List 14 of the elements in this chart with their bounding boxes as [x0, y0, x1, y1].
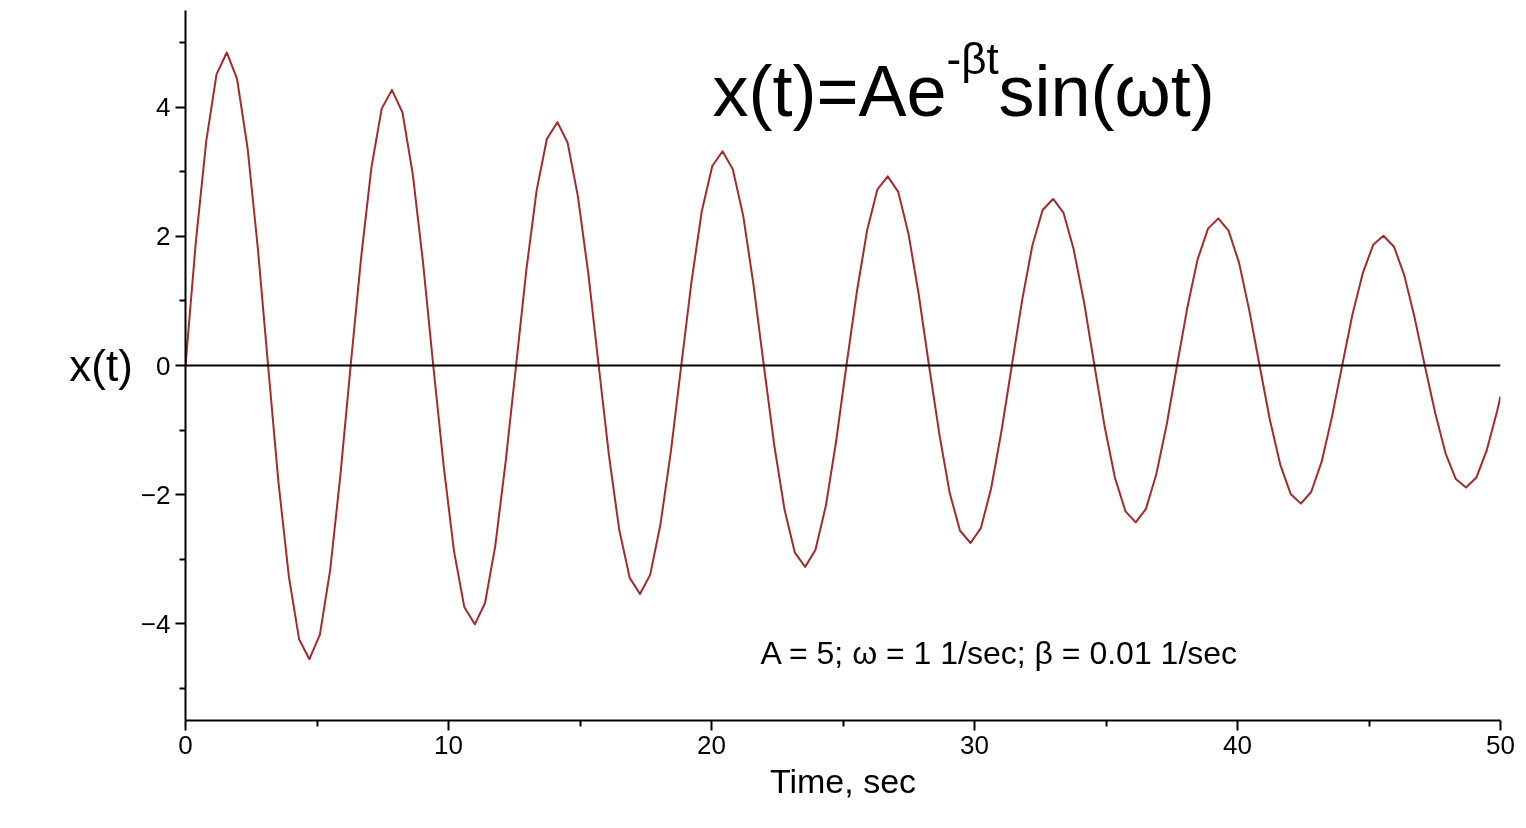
- x-tick-label: 30: [960, 729, 989, 760]
- y-tick-label: −4: [140, 608, 171, 639]
- annotation: A = 5; ω = 1 1/sec; β = 0.01 1/sec: [760, 634, 1238, 671]
- x-tick-label: 0: [178, 729, 193, 760]
- x-tick-label: 40: [1223, 729, 1252, 760]
- x-tick-label: 50: [1486, 729, 1515, 760]
- x-axis-title: Time, sec: [769, 761, 917, 800]
- y-axis-title: x(t): [69, 341, 133, 390]
- x-tick-label: 10: [434, 729, 463, 760]
- y-tick-label: 4: [156, 92, 171, 123]
- y-tick-label: −2: [140, 479, 171, 510]
- y-tick-label: 0: [156, 350, 171, 381]
- x-tick-label: 20: [697, 729, 726, 760]
- y-tick-label: 2: [156, 221, 171, 252]
